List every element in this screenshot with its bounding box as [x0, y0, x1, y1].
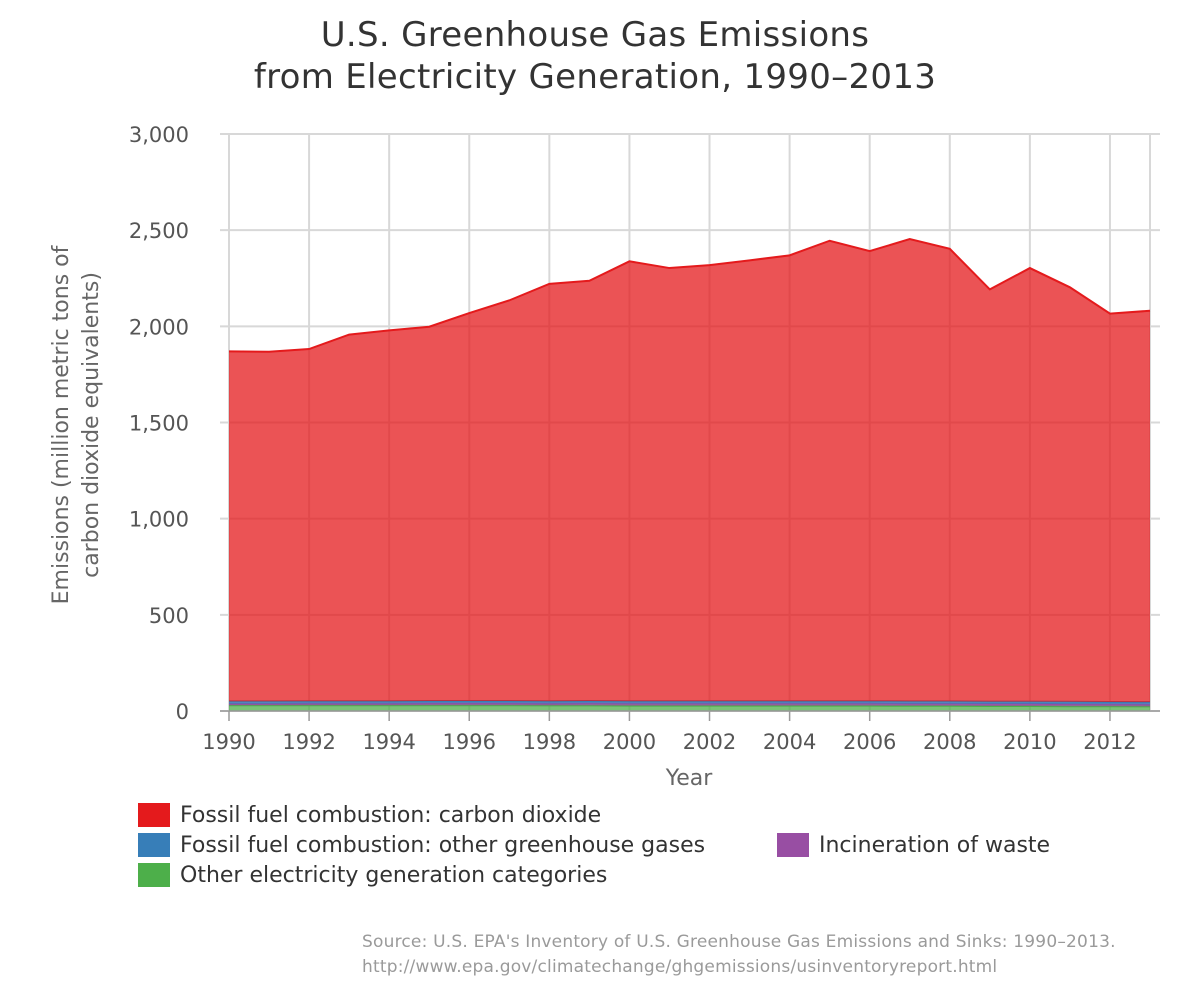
y-tick-label: 2,000	[129, 315, 189, 339]
y-tick-label: 1,500	[129, 412, 189, 436]
legend-swatch-other-ghg	[138, 833, 170, 857]
x-tick-label: 1994	[362, 730, 415, 754]
x-tick-label: 1996	[443, 730, 496, 754]
y-tick-label: 2,500	[129, 219, 189, 243]
x-tick-label: 1992	[282, 730, 335, 754]
x-tick-label: 2010	[1003, 730, 1056, 754]
y-tick-label: 0	[176, 700, 189, 724]
axis-layer: 0 500 1,000 1,500 2,000 2,500 3,000 1990 1992 199…	[129, 123, 1160, 754]
legend-swatch-co2	[138, 803, 170, 827]
legend-label-other-categories: Other electricity generation categories	[180, 862, 608, 888]
source-note: Source: U.S. EPA's Inventory of U.S. Gre…	[362, 930, 1116, 980]
legend-item-co2[interactable]: Fossil fuel combustion: carbon dioxide	[138, 800, 601, 830]
line-fossil-fuel-combustion-carbon-dioxide	[228, 237, 1151, 353]
y-tick-label: 1,000	[129, 508, 189, 532]
x-axis-label: Year	[665, 766, 714, 791]
x-tick-label: 2006	[843, 730, 896, 754]
legend-item-other-ghg[interactable]: Fossil fuel combustion: other greenhouse…	[138, 830, 705, 860]
legend-swatch-incineration	[777, 833, 809, 857]
chart-title-line-1: U.S. Greenhouse Gas Emissions	[320, 15, 870, 55]
x-tick-label: 1998	[523, 730, 576, 754]
source-line-1: Source: U.S. EPA's Inventory of U.S. Gre…	[362, 932, 1116, 952]
x-tick-label: 2004	[763, 730, 816, 754]
legend-label-incineration: Incineration of waste	[819, 832, 1051, 858]
y-tick-label: 3,000	[129, 123, 189, 147]
source-url[interactable]: http://www.epa.gov/climatechange/ghgemis…	[362, 957, 998, 977]
legend-label-other-ghg: Fossil fuel combustion: other greenhouse…	[180, 832, 706, 858]
x-tick-label: 1990	[202, 730, 255, 754]
y-axis-label-line-2: carbon dioxide equivalents)	[79, 272, 104, 578]
x-tick-label: 2008	[923, 730, 976, 754]
emissions-area-chart: 0 500 1,000 1,500 2,000 2,500 3,000 1990 1992 199…	[49, 123, 1160, 791]
y-tick-label: 500	[149, 604, 189, 628]
chart-legend: Fossil fuel combustion: carbon dioxide F…	[138, 800, 1138, 895]
chart-title: U.S. Greenhouse Gas Emissions from Elect…	[0, 14, 1190, 98]
y-axis-label-line-1: Emissions (million metric tons of	[49, 244, 74, 604]
chart-title-line-2: from Electricity Generation, 1990–2013	[253, 57, 937, 97]
area-layer	[228, 237, 1151, 711]
legend-label-co2: Fossil fuel combustion: carbon dioxide	[180, 802, 602, 828]
legend-item-incineration[interactable]: Incineration of waste	[777, 830, 1050, 860]
x-tick-label: 2000	[603, 730, 656, 754]
x-tick-label: 2012	[1083, 730, 1136, 754]
area-fossil-fuel-combustion-carbon-dioxide	[229, 239, 1150, 703]
x-tick-label: 2002	[683, 730, 736, 754]
legend-swatch-other-categories	[138, 863, 170, 887]
legend-item-other-categories[interactable]: Other electricity generation categories	[138, 860, 607, 890]
